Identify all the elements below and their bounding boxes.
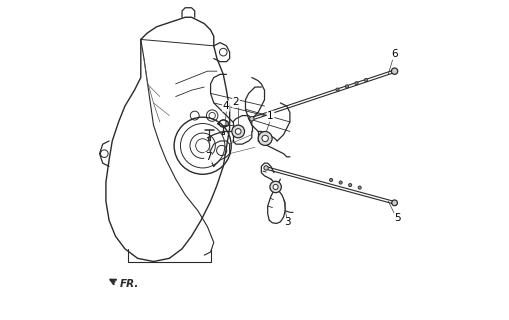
Text: 1: 1 [267,111,273,121]
Circle shape [262,135,268,142]
Circle shape [390,68,397,74]
Circle shape [345,85,348,88]
Circle shape [272,184,277,189]
Circle shape [263,166,268,170]
Circle shape [364,78,367,82]
Circle shape [269,181,281,193]
Circle shape [391,200,397,206]
Circle shape [354,82,357,85]
Text: 7: 7 [204,152,211,163]
Circle shape [235,129,241,134]
Circle shape [357,186,360,189]
Circle shape [329,178,332,181]
Circle shape [338,181,342,184]
Circle shape [232,125,244,138]
Circle shape [348,183,351,187]
Circle shape [335,88,338,91]
Circle shape [249,116,253,121]
Text: 4: 4 [222,101,229,111]
Text: 6: 6 [390,49,397,60]
Text: FR.: FR. [120,279,139,289]
Circle shape [258,132,272,145]
Text: 5: 5 [393,213,400,223]
Text: 2: 2 [232,97,239,107]
Text: 3: 3 [284,218,291,228]
